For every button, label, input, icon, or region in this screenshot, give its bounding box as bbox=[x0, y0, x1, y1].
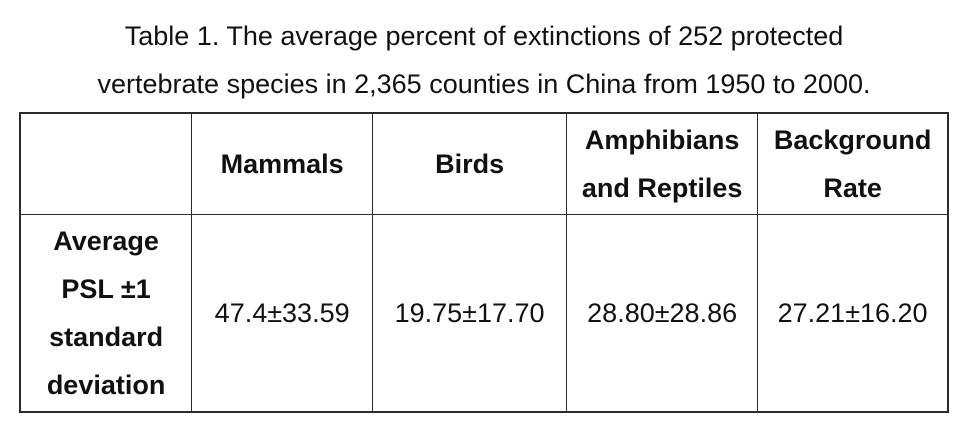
table-row: Average PSL ±1 standard deviation 47.4±3… bbox=[19, 214, 949, 413]
header-cell-background-rate: Background Rate bbox=[757, 112, 949, 215]
value-cell-birds: 19.75±17.70 bbox=[372, 214, 568, 413]
header-row: Mammals Birds Amphibians and Reptiles Ba… bbox=[19, 112, 949, 215]
table-caption: Table 1. The average percent of extincti… bbox=[97, 21, 871, 99]
data-table: Mammals Birds Amphibians and Reptiles Ba… bbox=[19, 112, 949, 413]
header-cell-mammals: Mammals bbox=[191, 112, 374, 215]
value-cell-background-rate: 27.21±16.20 bbox=[757, 214, 949, 413]
header-cell-amphibians-reptiles: Amphibians and Reptiles bbox=[566, 112, 759, 215]
header-cell-birds: Birds bbox=[372, 112, 568, 215]
header-cell-empty bbox=[19, 112, 193, 215]
row-label-average-psl: Average PSL ±1 standard deviation bbox=[19, 214, 193, 413]
value-cell-amphibians-reptiles: 28.80±28.86 bbox=[566, 214, 759, 413]
value-cell-mammals: 47.4±33.59 bbox=[191, 214, 374, 413]
page: Table 1. The average percent of extincti… bbox=[19, 21, 949, 413]
